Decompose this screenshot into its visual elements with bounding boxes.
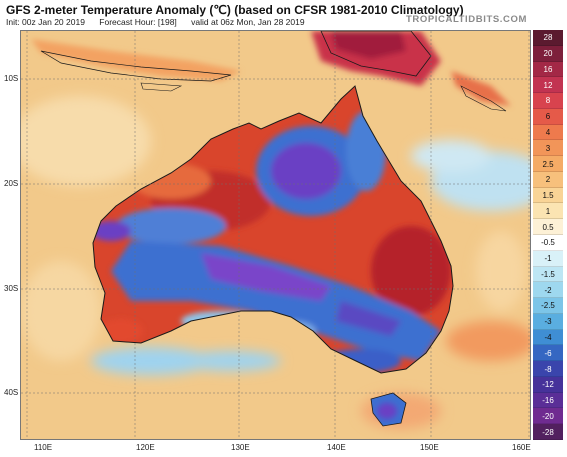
colorbar-tick-label: 1.5 (542, 191, 554, 201)
graticule (21, 31, 530, 439)
colorbar-cell: -2.5 (533, 298, 563, 314)
forecast-hour: Forecast Hour: [198] (99, 17, 177, 27)
colorbar-cell: 1.5 (533, 187, 563, 204)
colorbar-tick-label: -20 (542, 411, 554, 421)
colorbar-cell: -2 (533, 282, 563, 299)
colorbar-tick-label: -4 (544, 332, 552, 342)
colorbar-tick-label: 3 (545, 143, 551, 153)
indonesia-islands (40, 50, 232, 82)
australia-coastline (92, 85, 454, 374)
colorbar-tick-label: -2 (544, 285, 552, 295)
colorbar-cell: 8 (533, 93, 563, 109)
colorbar-tick-label: -12 (542, 380, 554, 390)
colorbar-tick-label: -6 (544, 348, 552, 358)
colorbar-tick-label: -0.5 (541, 238, 555, 248)
colorbar-tick-label: 4 (545, 127, 551, 137)
colorbar-tick-label: -1.5 (541, 269, 555, 279)
colorbar-cell: -12 (533, 376, 563, 393)
colorbar-tick-label: 12 (543, 80, 553, 90)
lon-label-110e: 110E (34, 443, 53, 452)
colorbar-tick-label: -16 (542, 396, 554, 406)
new-guinea (320, 31, 432, 77)
lat-label-30s: 30S (4, 284, 19, 293)
colorbar-cell: -0.5 (533, 235, 563, 251)
colorbar-cell: 3 (533, 140, 563, 157)
colorbar-tick-label: -8 (544, 364, 552, 374)
colorbar-cell: 12 (533, 77, 563, 94)
colorbar-cell: 20 (533, 45, 563, 62)
brand-watermark: TROPICALTIDBITS.COM (406, 14, 527, 25)
colorbar-cell: 1 (533, 203, 563, 220)
colorbar-tick-label: -2.5 (541, 301, 555, 311)
anomaly-map (20, 30, 531, 440)
colorbar-tick-label: 28 (543, 33, 553, 43)
colorbar-cell: -1 (533, 250, 563, 267)
colorbar-tick-label: 8 (545, 96, 551, 106)
colorbar-cell: -20 (533, 408, 563, 425)
lon-label-160e: 160E (512, 443, 531, 452)
colorbar-tick-label: 16 (543, 64, 553, 74)
map-canvas (21, 31, 530, 439)
colorbar-tick-label: 2.5 (542, 159, 554, 169)
colorbar-cell: 6 (533, 108, 563, 125)
lon-label-120e: 120E (136, 443, 155, 452)
colorbar-legend: 28 20 16 12 8 6 4 3 2.5 2 1.5 1 0.5 -0.5 -1 -1.5 -2 -2.5 -… (533, 30, 563, 440)
forecast-info: Init: 00z Jan 20 2019 Forecast Hour: [19… (6, 17, 317, 27)
colorbar-cell: -16 (533, 392, 563, 409)
colorbar-cell: -1.5 (533, 266, 563, 283)
colorbar-cell: 0.5 (533, 219, 563, 235)
tropics-warm-region (31, 31, 511, 106)
colorbar-tick-label: 2 (545, 175, 551, 185)
colorbar-cell: -6 (533, 345, 563, 362)
colorbar-tick-label: -1 (544, 254, 552, 264)
valid-time: valid at 06z Mon, Jan 28 2019 (191, 17, 305, 27)
lat-label-20s: 20S (4, 179, 19, 188)
colorbar-tick-label: 6 (545, 112, 551, 122)
colorbar-tick-label: -3 (544, 317, 552, 327)
lon-label-150e: 150E (420, 443, 439, 452)
colorbar-tick-label: 1 (545, 206, 551, 216)
colorbar-cell: 2 (533, 171, 563, 188)
colorbar-tick-label: 20 (543, 49, 553, 59)
colorbar-cell: 16 (533, 61, 563, 78)
colorbar-cell: 28 (533, 30, 563, 46)
colorbar-cell: 2.5 (533, 156, 563, 172)
colorbar-cell: 4 (533, 124, 563, 141)
colorbar-cell: -8 (533, 361, 563, 377)
lat-label-40s: 40S (4, 388, 19, 397)
colorbar-tick-label: -28 (542, 427, 554, 437)
lon-label-140e: 140E (327, 443, 346, 452)
colorbar-cell: -28 (533, 424, 563, 440)
colorbar-cell: -3 (533, 313, 563, 330)
map-title: GFS 2-meter Temperature Anomaly (℃) (bas… (6, 3, 464, 17)
lon-label-130e: 130E (231, 443, 250, 452)
lat-label-10s: 10S (4, 74, 19, 83)
init-time: Init: 00z Jan 20 2019 (6, 17, 85, 27)
colorbar-cell: -4 (533, 329, 563, 346)
colorbar-tick-label: 0.5 (542, 222, 554, 232)
